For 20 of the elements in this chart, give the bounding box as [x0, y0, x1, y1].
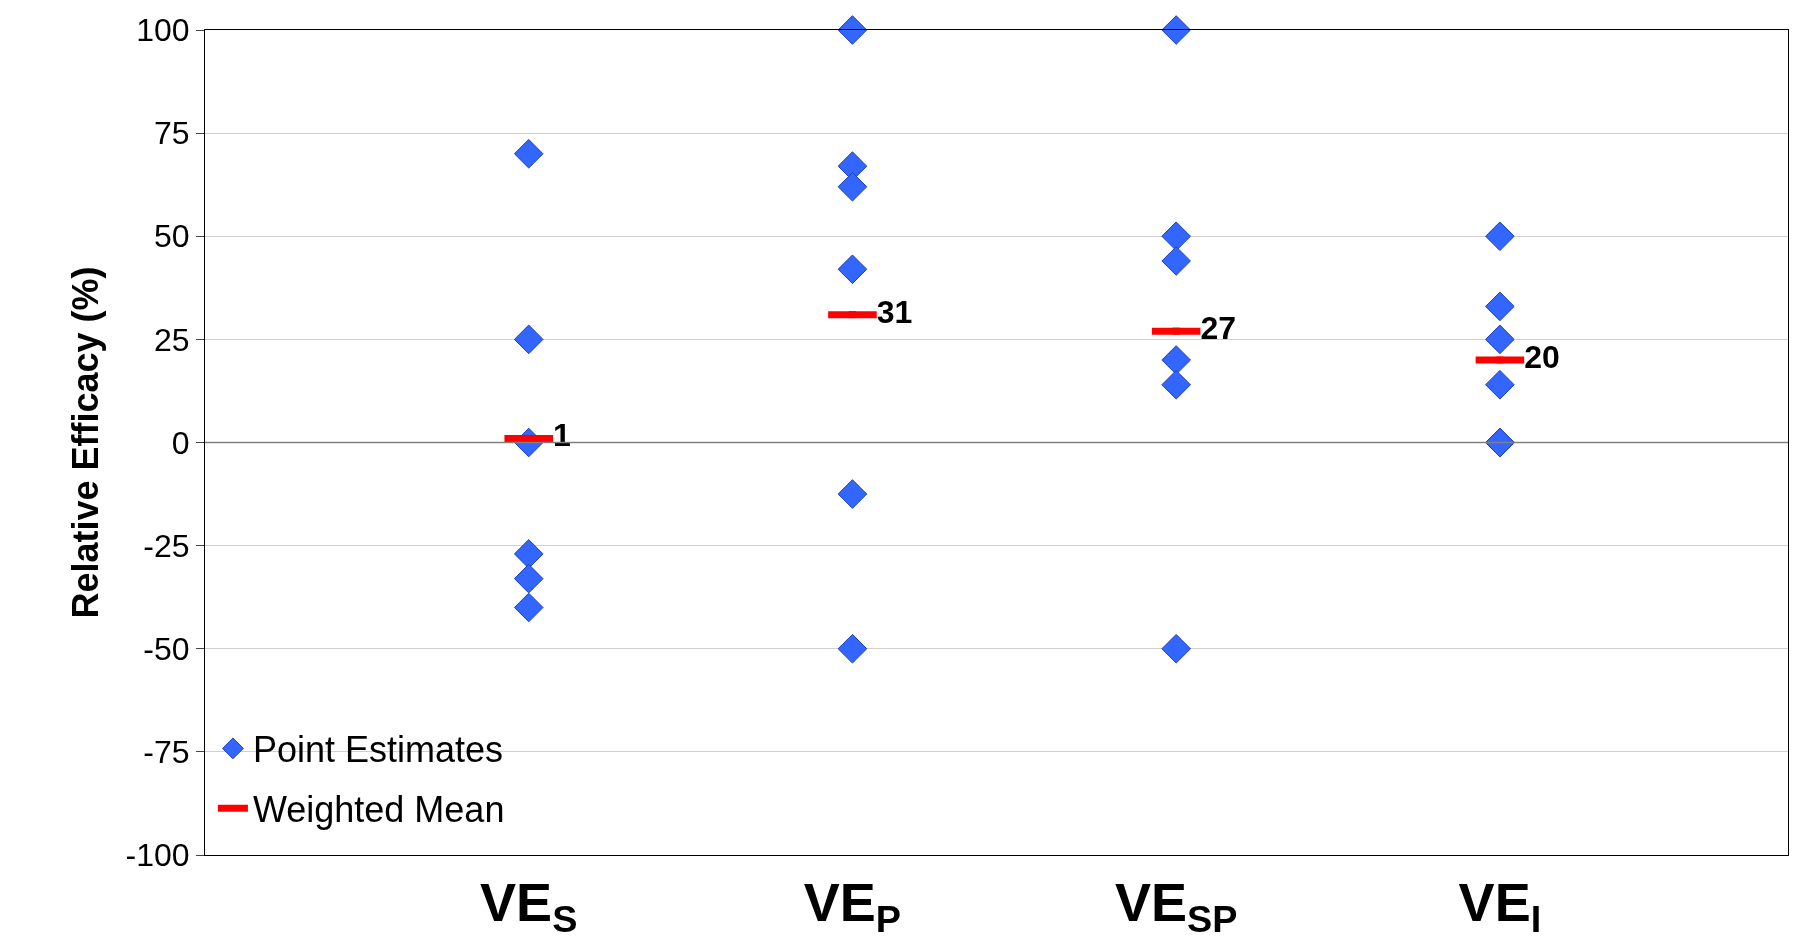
y-axis-title: Relative Efficacy (%): [65, 266, 107, 619]
y-tick-label: -25: [143, 527, 190, 564]
y-tick-label: -75: [143, 734, 190, 771]
x-tick-label: VE$_{SP}$: [1114, 871, 1238, 941]
x-tick-label: VE$_{S}$: [480, 871, 578, 941]
y-tick-label: 75: [154, 115, 190, 152]
legend-label: Weighted Mean: [252, 789, 505, 831]
legend-label: Point Estimates: [252, 729, 504, 771]
y-tick-label: 0: [171, 424, 190, 461]
y-tick-label: 25: [154, 321, 190, 358]
data-label: 31: [876, 293, 913, 330]
x-tick-label: VE$_{I}$: [1458, 871, 1542, 941]
data-label: 20: [1524, 339, 1560, 375]
y-tick-label: 100: [136, 12, 190, 49]
data-label: 27: [1200, 310, 1237, 347]
x-tick-label: VE$_{P}$: [803, 871, 902, 941]
y-tick-label: -100: [125, 837, 190, 874]
y-tick-label: 50: [154, 218, 190, 255]
y-tick-label: -50: [143, 630, 190, 667]
data-label: 1: [553, 417, 571, 454]
